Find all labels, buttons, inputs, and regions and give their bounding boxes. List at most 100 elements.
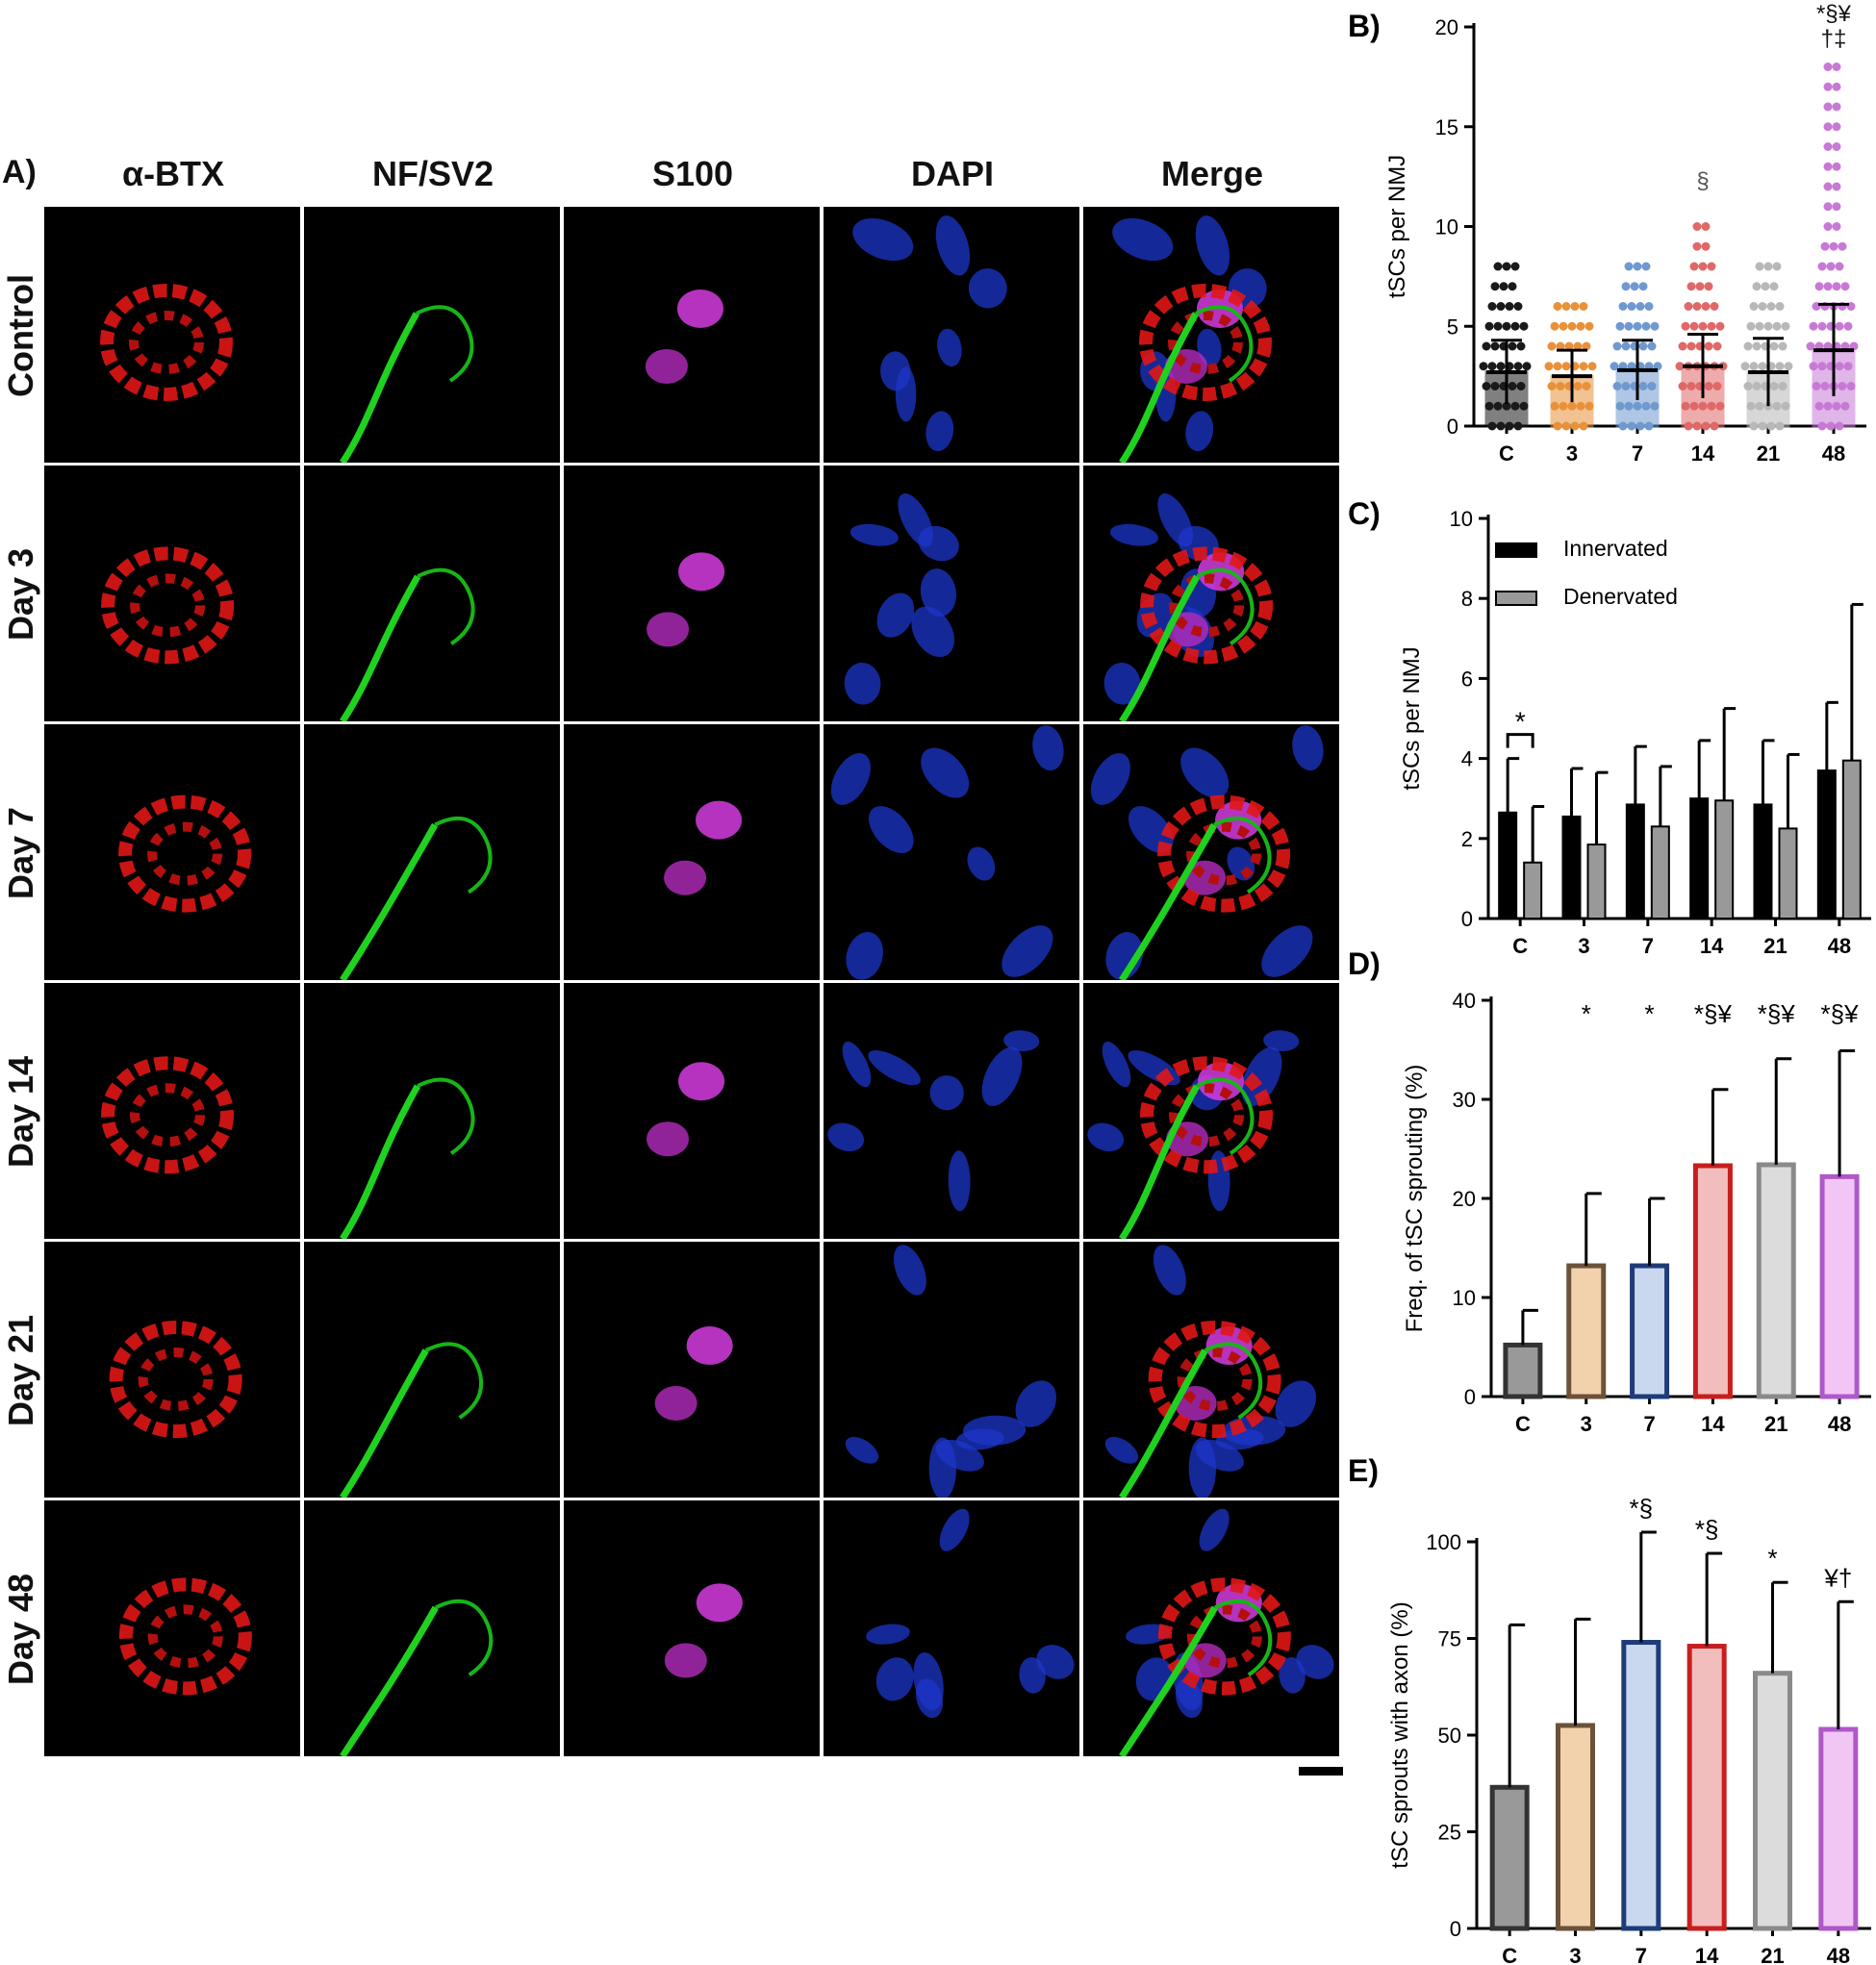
data-point <box>1772 321 1782 331</box>
panel-a-label: A) <box>2 154 37 190</box>
data-point <box>1775 302 1785 311</box>
data-point <box>1707 321 1716 331</box>
bar <box>1566 1263 1607 1399</box>
micrograph-tile <box>824 207 1079 463</box>
data-point <box>1618 302 1628 311</box>
micrograph-image <box>852 215 1007 452</box>
y-tick-label: 75 <box>1438 1627 1461 1651</box>
data-point <box>1712 341 1722 351</box>
data-point <box>1650 401 1660 411</box>
data-point <box>1513 302 1523 311</box>
data-point <box>1823 63 1833 71</box>
micrograph-image <box>646 1062 725 1157</box>
significance-marker: *§ <box>1695 1515 1719 1544</box>
micrograph-tile <box>824 1500 1079 1756</box>
nucleus-blob <box>967 846 996 881</box>
bar <box>1778 827 1798 920</box>
data-point <box>1701 241 1711 251</box>
endplate-inner <box>1186 1604 1262 1669</box>
cell-body-blob <box>678 552 725 592</box>
data-point <box>1832 122 1841 132</box>
nucleus-blob <box>1112 218 1174 262</box>
micrograph-image <box>827 1030 1040 1212</box>
x-tick-label: 14 <box>1701 1412 1725 1436</box>
micrograph-image <box>654 1326 733 1422</box>
data-point <box>1550 321 1559 331</box>
data-point <box>1493 262 1503 271</box>
data-point <box>1704 282 1713 291</box>
significance-marker: †‡ <box>1821 26 1847 52</box>
x-tick-label: C <box>1515 1412 1531 1436</box>
endplate-ring <box>118 794 252 913</box>
data-point <box>1692 222 1702 231</box>
data-point <box>1835 321 1844 331</box>
data-point <box>1559 321 1568 331</box>
data-point <box>1579 362 1588 371</box>
micrograph-tile <box>304 1242 560 1498</box>
nucleus-blob <box>955 1428 1004 1450</box>
data-point <box>1689 401 1699 411</box>
data-point <box>1576 321 1585 331</box>
data-point <box>1758 302 1767 311</box>
data-point <box>1641 262 1651 271</box>
data-point <box>1573 341 1583 351</box>
bar <box>1819 1173 1860 1399</box>
data-point <box>1820 382 1830 390</box>
micrograph-tile <box>564 724 820 980</box>
data-point <box>1752 341 1762 351</box>
nucleus-blob <box>876 592 915 638</box>
micrograph-tile <box>1083 983 1339 1239</box>
y-tick-label: 20 <box>1453 1187 1476 1211</box>
y-tick-label: 100 <box>1426 1530 1461 1554</box>
data-point <box>1678 341 1687 351</box>
data-point <box>1493 321 1503 331</box>
x-tick-label: 7 <box>1643 1412 1655 1436</box>
cell-body-blob <box>696 1583 743 1623</box>
data-point <box>1692 421 1702 431</box>
cell-body-blob <box>696 800 743 840</box>
micrograph-image <box>118 794 252 913</box>
data-point <box>1567 401 1577 411</box>
data-point <box>1584 321 1594 331</box>
micrograph-tile <box>44 1500 300 1756</box>
nucleus-blob <box>1180 747 1230 798</box>
data-point <box>1490 341 1500 351</box>
data-point <box>1817 321 1827 331</box>
nucleus-blob <box>1128 806 1174 854</box>
data-point <box>1561 302 1571 311</box>
data-point <box>1749 421 1759 431</box>
nucleus-blob <box>1032 725 1064 771</box>
axon-branch <box>1196 1077 1255 1155</box>
data-point <box>1698 321 1708 331</box>
cell-body-blob <box>645 348 688 384</box>
x-tick-label: 3 <box>1578 934 1589 958</box>
nucleus-blob <box>911 606 955 658</box>
nucleus-blob <box>893 1245 926 1296</box>
data-point <box>1630 282 1639 291</box>
data-point <box>1638 382 1648 390</box>
x-tick-label: 21 <box>1761 1944 1784 1965</box>
data-point <box>1695 282 1705 291</box>
micrograph-image <box>1112 215 1272 463</box>
nucleus-blob <box>928 1437 957 1498</box>
data-point <box>1482 382 1491 390</box>
data-point <box>1826 421 1836 431</box>
data-point <box>1490 382 1500 390</box>
nucleus-blob <box>921 747 970 798</box>
data-point <box>1570 421 1580 431</box>
panel-label: B) <box>1348 9 1381 43</box>
data-point <box>1707 262 1716 271</box>
nucleus-blob <box>846 932 883 980</box>
row-header-control: Control <box>1 274 40 397</box>
data-point <box>1544 362 1554 371</box>
data-point <box>1823 182 1833 191</box>
data-point <box>1832 162 1841 171</box>
y-tick-label: 0 <box>1447 415 1458 439</box>
micrograph-tile <box>1083 466 1339 721</box>
data-point <box>1508 282 1517 291</box>
nucleus-blob <box>1103 662 1141 705</box>
data-point <box>1698 401 1708 411</box>
data-point <box>1684 302 1693 311</box>
data-point <box>1579 421 1588 431</box>
y-tick-label: 10 <box>1450 507 1473 531</box>
